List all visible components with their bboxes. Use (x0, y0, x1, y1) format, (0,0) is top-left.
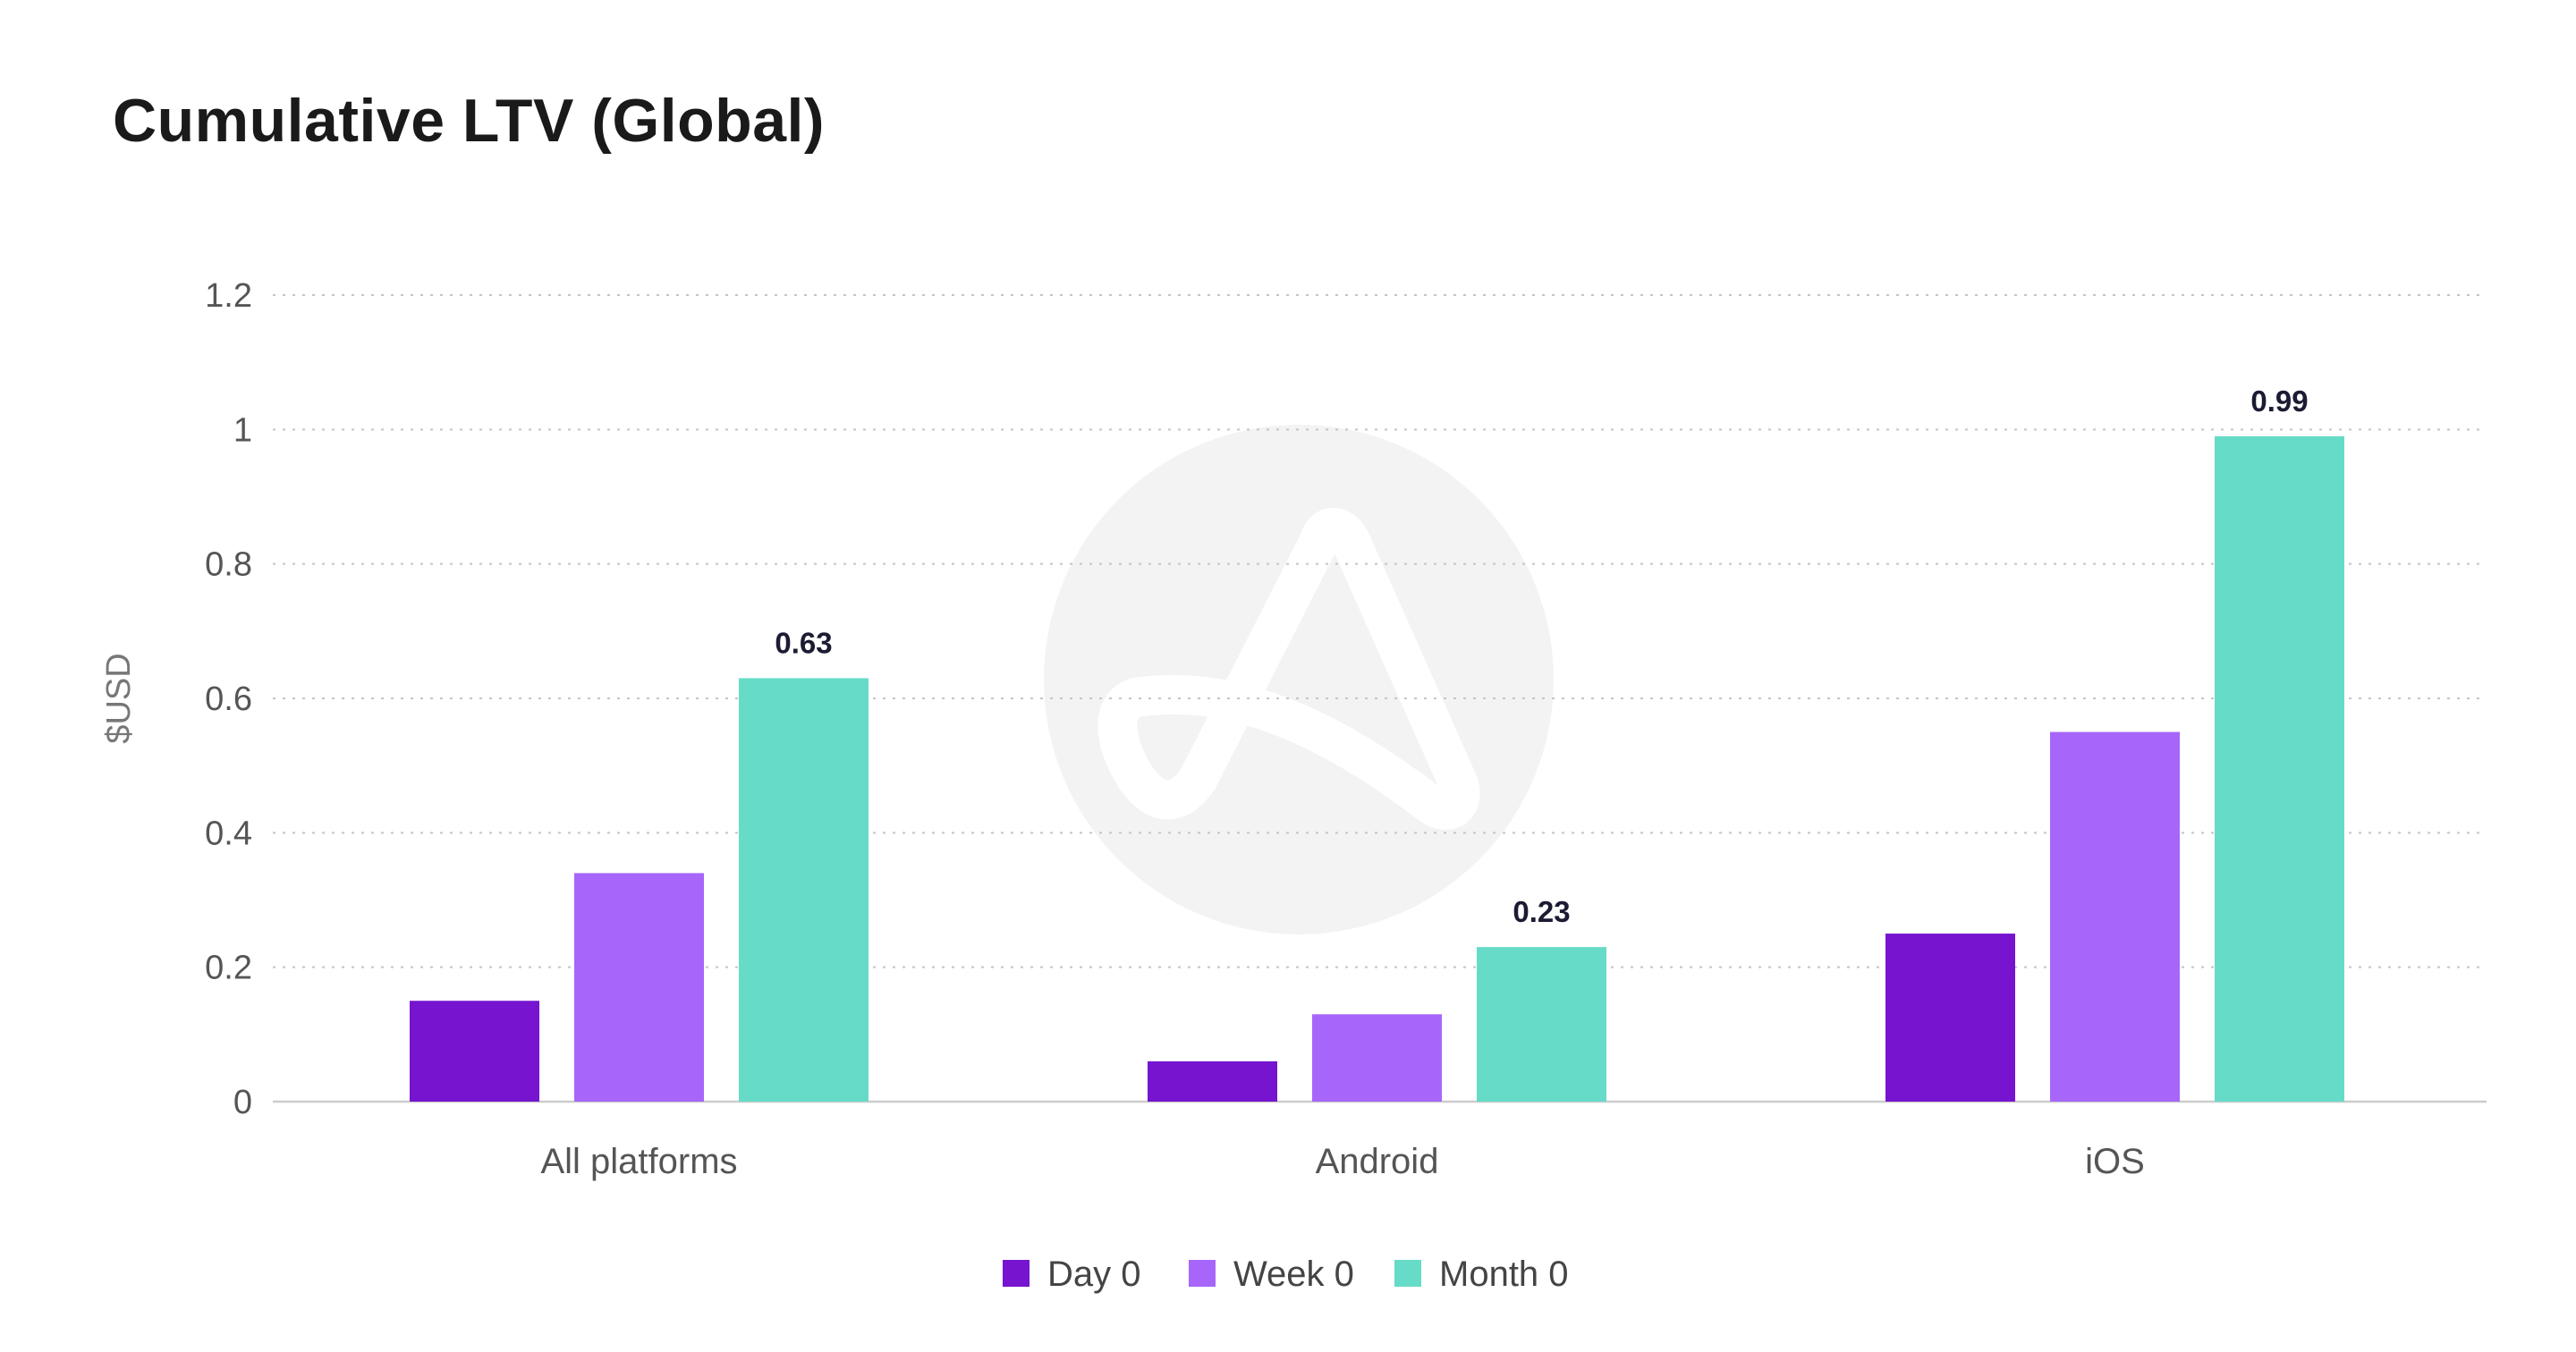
bar-week-0 (1312, 1014, 1442, 1102)
data-label: 0.99 (2250, 384, 2308, 418)
bar-month-0 (2215, 435, 2344, 1103)
y-tick-label: 1 (233, 411, 252, 449)
y-tick-label: 0 (233, 1084, 252, 1121)
legend-swatch (1394, 1260, 1421, 1287)
legend-label: Month 0 (1439, 1255, 1569, 1294)
bar-week-0 (2050, 731, 2180, 1102)
legend: Day 0 Week 0 Month 0 (1003, 1255, 1569, 1294)
bar-day-0 (1885, 934, 2015, 1102)
legend-swatch (1003, 1260, 1030, 1287)
bars (410, 435, 2344, 1103)
legend-swatch (1189, 1260, 1216, 1287)
bar-month-0 (739, 678, 869, 1102)
y-tick-label: 0.8 (205, 546, 252, 584)
legend-label: Day 0 (1047, 1255, 1141, 1294)
x-category-label: iOS (2085, 1142, 2145, 1181)
bar-month-0 (1477, 947, 1606, 1102)
legend-label: Week 0 (1233, 1255, 1354, 1294)
y-tick-label: 1.2 (205, 277, 252, 315)
chart-title: Cumulative LTV (Global) (113, 87, 826, 155)
bar-day-0 (1148, 1060, 1277, 1102)
logo-icon (1044, 425, 1554, 934)
y-axis-title: $USD (100, 653, 138, 743)
bar-week-0 (574, 873, 704, 1102)
x-category-label: All platforms (540, 1142, 737, 1181)
y-tick-label: 0.6 (205, 680, 252, 718)
data-label: 0.23 (1513, 895, 1570, 928)
bar-day-0 (410, 1001, 539, 1102)
data-label: 0.63 (775, 626, 832, 659)
x-category-label: Android (1316, 1142, 1439, 1181)
labels: 0 0.2 0.4 0.6 0.8 1 1.2 $USD All platforms Androi… (100, 277, 2309, 1181)
y-tick-label: 0.2 (205, 950, 252, 987)
y-tick-label: 0.4 (205, 815, 252, 852)
